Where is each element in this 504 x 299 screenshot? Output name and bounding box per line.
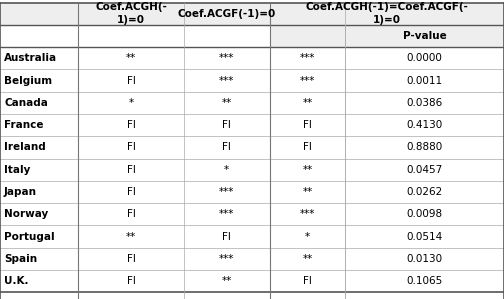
Bar [184, 3, 270, 25]
Text: 0.0457: 0.0457 [407, 165, 443, 175]
Bar [270, 25, 504, 47]
Text: *: * [129, 98, 134, 108]
Text: 0.0098: 0.0098 [407, 209, 443, 219]
Text: Italy: Italy [4, 165, 30, 175]
Text: *: * [224, 165, 229, 175]
Text: 0.0130: 0.0130 [407, 254, 443, 264]
Text: Spain: Spain [4, 254, 37, 264]
Text: Australia: Australia [4, 53, 57, 63]
Text: Portugal: Portugal [4, 232, 54, 242]
Text: 0.1065: 0.1065 [407, 276, 443, 286]
Text: FI: FI [303, 120, 312, 130]
Text: ***: *** [300, 53, 315, 63]
Text: 0.0000: 0.0000 [407, 53, 443, 63]
Text: Norway: Norway [4, 209, 48, 219]
Text: FI: FI [127, 209, 136, 219]
Text: FI: FI [303, 142, 312, 152]
Text: ***: *** [219, 254, 234, 264]
Text: **: ** [222, 98, 232, 108]
Text: Belgium: Belgium [4, 76, 52, 86]
Text: FI: FI [127, 187, 136, 197]
Text: Coef.ACGF(-1)=0: Coef.ACGF(-1)=0 [178, 9, 276, 19]
Text: Coef.ACGH(-
1)=0: Coef.ACGH(- 1)=0 [95, 2, 167, 25]
Text: ***: *** [219, 187, 234, 197]
Text: FI: FI [222, 142, 231, 152]
Text: Coef.ACGH(-1)=Coef.ACGF(-
1)=0: Coef.ACGH(-1)=Coef.ACGF(- 1)=0 [305, 2, 468, 25]
Text: 0.0386: 0.0386 [407, 98, 443, 108]
Text: ***: *** [300, 209, 315, 219]
Text: P-value: P-value [403, 31, 447, 41]
Text: FI: FI [127, 165, 136, 175]
Text: FI: FI [127, 254, 136, 264]
Text: ***: *** [300, 76, 315, 86]
Text: FI: FI [222, 232, 231, 242]
Text: ***: *** [219, 76, 234, 86]
Text: **: ** [126, 53, 136, 63]
Text: 0.0514: 0.0514 [407, 232, 443, 242]
Text: FI: FI [127, 276, 136, 286]
Text: FI: FI [127, 142, 136, 152]
Text: 0.0011: 0.0011 [407, 76, 443, 86]
Text: FI: FI [222, 120, 231, 130]
Text: 0.8880: 0.8880 [407, 142, 443, 152]
Bar [0, 3, 78, 25]
Text: ***: *** [219, 53, 234, 63]
Text: France: France [4, 120, 43, 130]
Text: **: ** [222, 276, 232, 286]
Bar [78, 3, 184, 25]
Text: **: ** [302, 98, 312, 108]
Text: **: ** [126, 232, 136, 242]
Text: Ireland: Ireland [4, 142, 46, 152]
Text: *: * [305, 232, 310, 242]
Text: 0.0262: 0.0262 [407, 187, 443, 197]
Text: FI: FI [303, 276, 312, 286]
Text: **: ** [302, 254, 312, 264]
Bar [270, 3, 504, 25]
Text: ***: *** [219, 209, 234, 219]
Text: Canada: Canada [4, 98, 48, 108]
Text: U.K.: U.K. [4, 276, 29, 286]
Text: 0.4130: 0.4130 [407, 120, 443, 130]
Text: FI: FI [127, 76, 136, 86]
Text: Japan: Japan [4, 187, 37, 197]
Text: FI: FI [127, 120, 136, 130]
Text: **: ** [302, 165, 312, 175]
Text: **: ** [302, 187, 312, 197]
